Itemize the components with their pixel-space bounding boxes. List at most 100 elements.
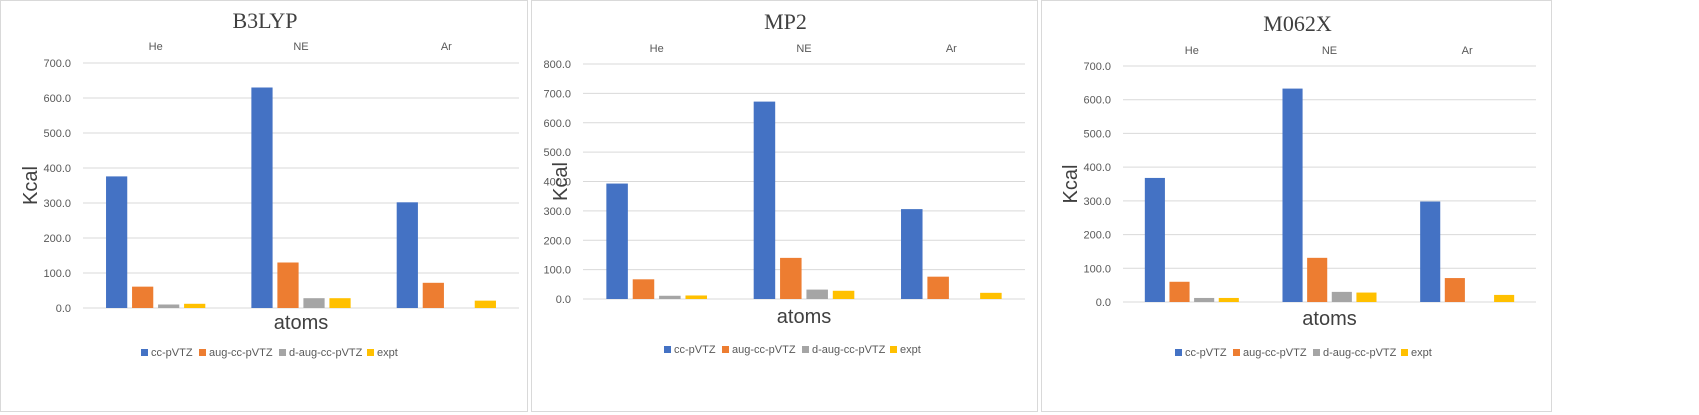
bar-aug-cc-pVTZ-Ar xyxy=(927,276,949,299)
category-label: He xyxy=(650,43,664,55)
legend-label: expt xyxy=(1411,347,1432,359)
bar-d-aug-cc-pVTZ-NE xyxy=(806,289,828,299)
y-tick-label: 500.0 xyxy=(1083,128,1111,140)
bar-d-aug-cc-pVTZ-NE xyxy=(303,298,325,308)
bar-aug-cc-pVTZ-He xyxy=(132,286,154,308)
legend-swatch xyxy=(722,346,729,353)
legend-swatch xyxy=(802,346,809,353)
y-axis-label: Kcal xyxy=(550,162,572,201)
legend-label: aug-cc-pVTZ xyxy=(209,347,273,359)
chart-title: MP2 xyxy=(764,9,807,34)
bar-aug-cc-pVTZ-He xyxy=(632,279,655,299)
chart-panel-b3lyp: B3LYP 0.0 100.0 200.0 300.0 400.0 500.0 600.0 70… xyxy=(0,0,528,412)
chart-panel-m062x: M062X 0.0 100.0 200.0 300.0 400.0 500.0 600.0 70… xyxy=(1041,0,1552,412)
chart-title: M062X xyxy=(1263,11,1332,36)
x-axis-label: atoms xyxy=(1302,308,1356,330)
bar-cc-pVTZ-Ar xyxy=(396,202,418,308)
legend-label: d-aug-cc-pVTZ xyxy=(1323,347,1397,359)
y-tick-label: 300.0 xyxy=(1083,196,1111,208)
category-label: He xyxy=(149,41,163,53)
y-tick-label: 100.0 xyxy=(543,265,571,277)
bar-d-aug-cc-pVTZ-He xyxy=(659,295,681,299)
chart-title: B3LYP xyxy=(232,8,297,33)
y-tick-label: 600.0 xyxy=(43,93,71,105)
bar-expt-He xyxy=(1218,297,1239,302)
y-tick-label: 400.0 xyxy=(43,163,71,175)
legend-swatch xyxy=(367,349,374,356)
bar-aug-cc-pVTZ-NE xyxy=(277,262,299,308)
category-label: Ar xyxy=(946,43,957,55)
y-tick-label: 0.0 xyxy=(56,303,71,315)
category-label: Ar xyxy=(441,41,452,53)
bar-aug-cc-pVTZ-NE xyxy=(1307,257,1328,302)
x-axis-label: atoms xyxy=(777,306,831,328)
legend-label: cc-pVTZ xyxy=(1185,347,1227,359)
y-tick-label: 400.0 xyxy=(1083,162,1111,174)
legend: cc-pVTZ aug-cc-pVTZ d-aug-cc-pVTZ expt xyxy=(664,344,921,356)
legend-swatch xyxy=(279,349,286,356)
bar-cc-pVTZ-He xyxy=(106,176,128,308)
legend-swatch xyxy=(664,346,671,353)
y-tick-label: 0.0 xyxy=(1096,297,1111,309)
y-tick-label: 700.0 xyxy=(43,58,71,70)
legend-label: expt xyxy=(900,344,921,356)
legend-label: expt xyxy=(377,347,398,359)
y-axis-label: Kcal xyxy=(1060,165,1082,204)
y-tick-label: 600.0 xyxy=(543,118,571,130)
y-tick-label: 500.0 xyxy=(543,147,571,159)
bar-expt-NE xyxy=(329,298,351,308)
legend-label: d-aug-cc-pVTZ xyxy=(289,347,363,359)
bar-expt-NE xyxy=(832,290,855,299)
bar-cc-pVTZ-Ar xyxy=(901,209,923,299)
y-tick-label: 200.0 xyxy=(1083,230,1111,242)
y-tick-label: 0.0 xyxy=(556,294,571,306)
y-tick-label: 700.0 xyxy=(1083,61,1111,73)
legend-swatch xyxy=(1175,349,1182,356)
chart-panel-mp2: MP2 0.0 100.0 200.0 300.0 400.0 500.0 600.0 700.… xyxy=(531,0,1038,412)
x-axis-label: atoms xyxy=(274,312,328,334)
legend-label: cc-pVTZ xyxy=(151,347,193,359)
y-tick-label: 600.0 xyxy=(1083,95,1111,107)
bar-expt-NE xyxy=(1356,292,1377,302)
legend-label: aug-cc-pVTZ xyxy=(732,344,796,356)
y-tick-label: 200.0 xyxy=(43,233,71,245)
y-tick-label: 700.0 xyxy=(543,88,571,100)
y-tick-label: 400.0 xyxy=(543,177,571,189)
legend-label: aug-cc-pVTZ xyxy=(1243,347,1307,359)
legend-swatch xyxy=(1401,349,1408,356)
chart-svg: B3LYP 0.0 100.0 200.0 300.0 400.0 500.0 600.0 70… xyxy=(20,8,519,359)
legend-swatch xyxy=(199,349,206,356)
legend: cc-pVTZ aug-cc-pVTZ d-aug-cc-pVTZ expt xyxy=(141,347,398,359)
legend-swatch xyxy=(1233,349,1240,356)
y-tick-label: 800.0 xyxy=(543,59,571,71)
category-label: NE xyxy=(293,41,308,53)
bar-cc-pVTZ-He xyxy=(1144,177,1165,302)
bar-expt-Ar xyxy=(980,292,1002,299)
bar-cc-pVTZ-NE xyxy=(1282,88,1303,303)
legend-swatch xyxy=(890,346,897,353)
bar-d-aug-cc-pVTZ-He xyxy=(1194,297,1215,302)
category-label: NE xyxy=(796,43,811,55)
bar-cc-pVTZ-NE xyxy=(251,87,273,308)
bar-expt-He xyxy=(685,295,707,299)
legend-swatch xyxy=(141,349,148,356)
chart-svg: MP2 0.0 100.0 200.0 300.0 400.0 500.0 600.0 700.… xyxy=(543,9,1025,356)
y-tick-label: 300.0 xyxy=(543,206,571,218)
legend-label: d-aug-cc-pVTZ xyxy=(812,344,886,356)
bar-aug-cc-pVTZ-Ar xyxy=(1444,278,1465,302)
y-tick-label: 500.0 xyxy=(43,128,71,140)
legend-swatch xyxy=(1313,349,1320,356)
bar-cc-pVTZ-Ar xyxy=(1420,201,1441,302)
y-tick-label: 100.0 xyxy=(43,268,71,280)
bar-cc-pVTZ-NE xyxy=(753,101,776,299)
y-tick-label: 200.0 xyxy=(543,235,571,247)
bar-aug-cc-pVTZ-NE xyxy=(780,257,802,299)
bar-aug-cc-pVTZ-He xyxy=(1169,281,1190,302)
bar-expt-He xyxy=(184,303,206,308)
y-axis-label: Kcal xyxy=(20,166,42,205)
chart-svg: M062X 0.0 100.0 200.0 300.0 400.0 500.0 600.0 70… xyxy=(1060,11,1536,359)
category-label: Ar xyxy=(1462,45,1473,57)
bar-expt-Ar xyxy=(474,300,496,308)
y-tick-label: 100.0 xyxy=(1083,263,1111,275)
category-label: He xyxy=(1185,45,1199,57)
